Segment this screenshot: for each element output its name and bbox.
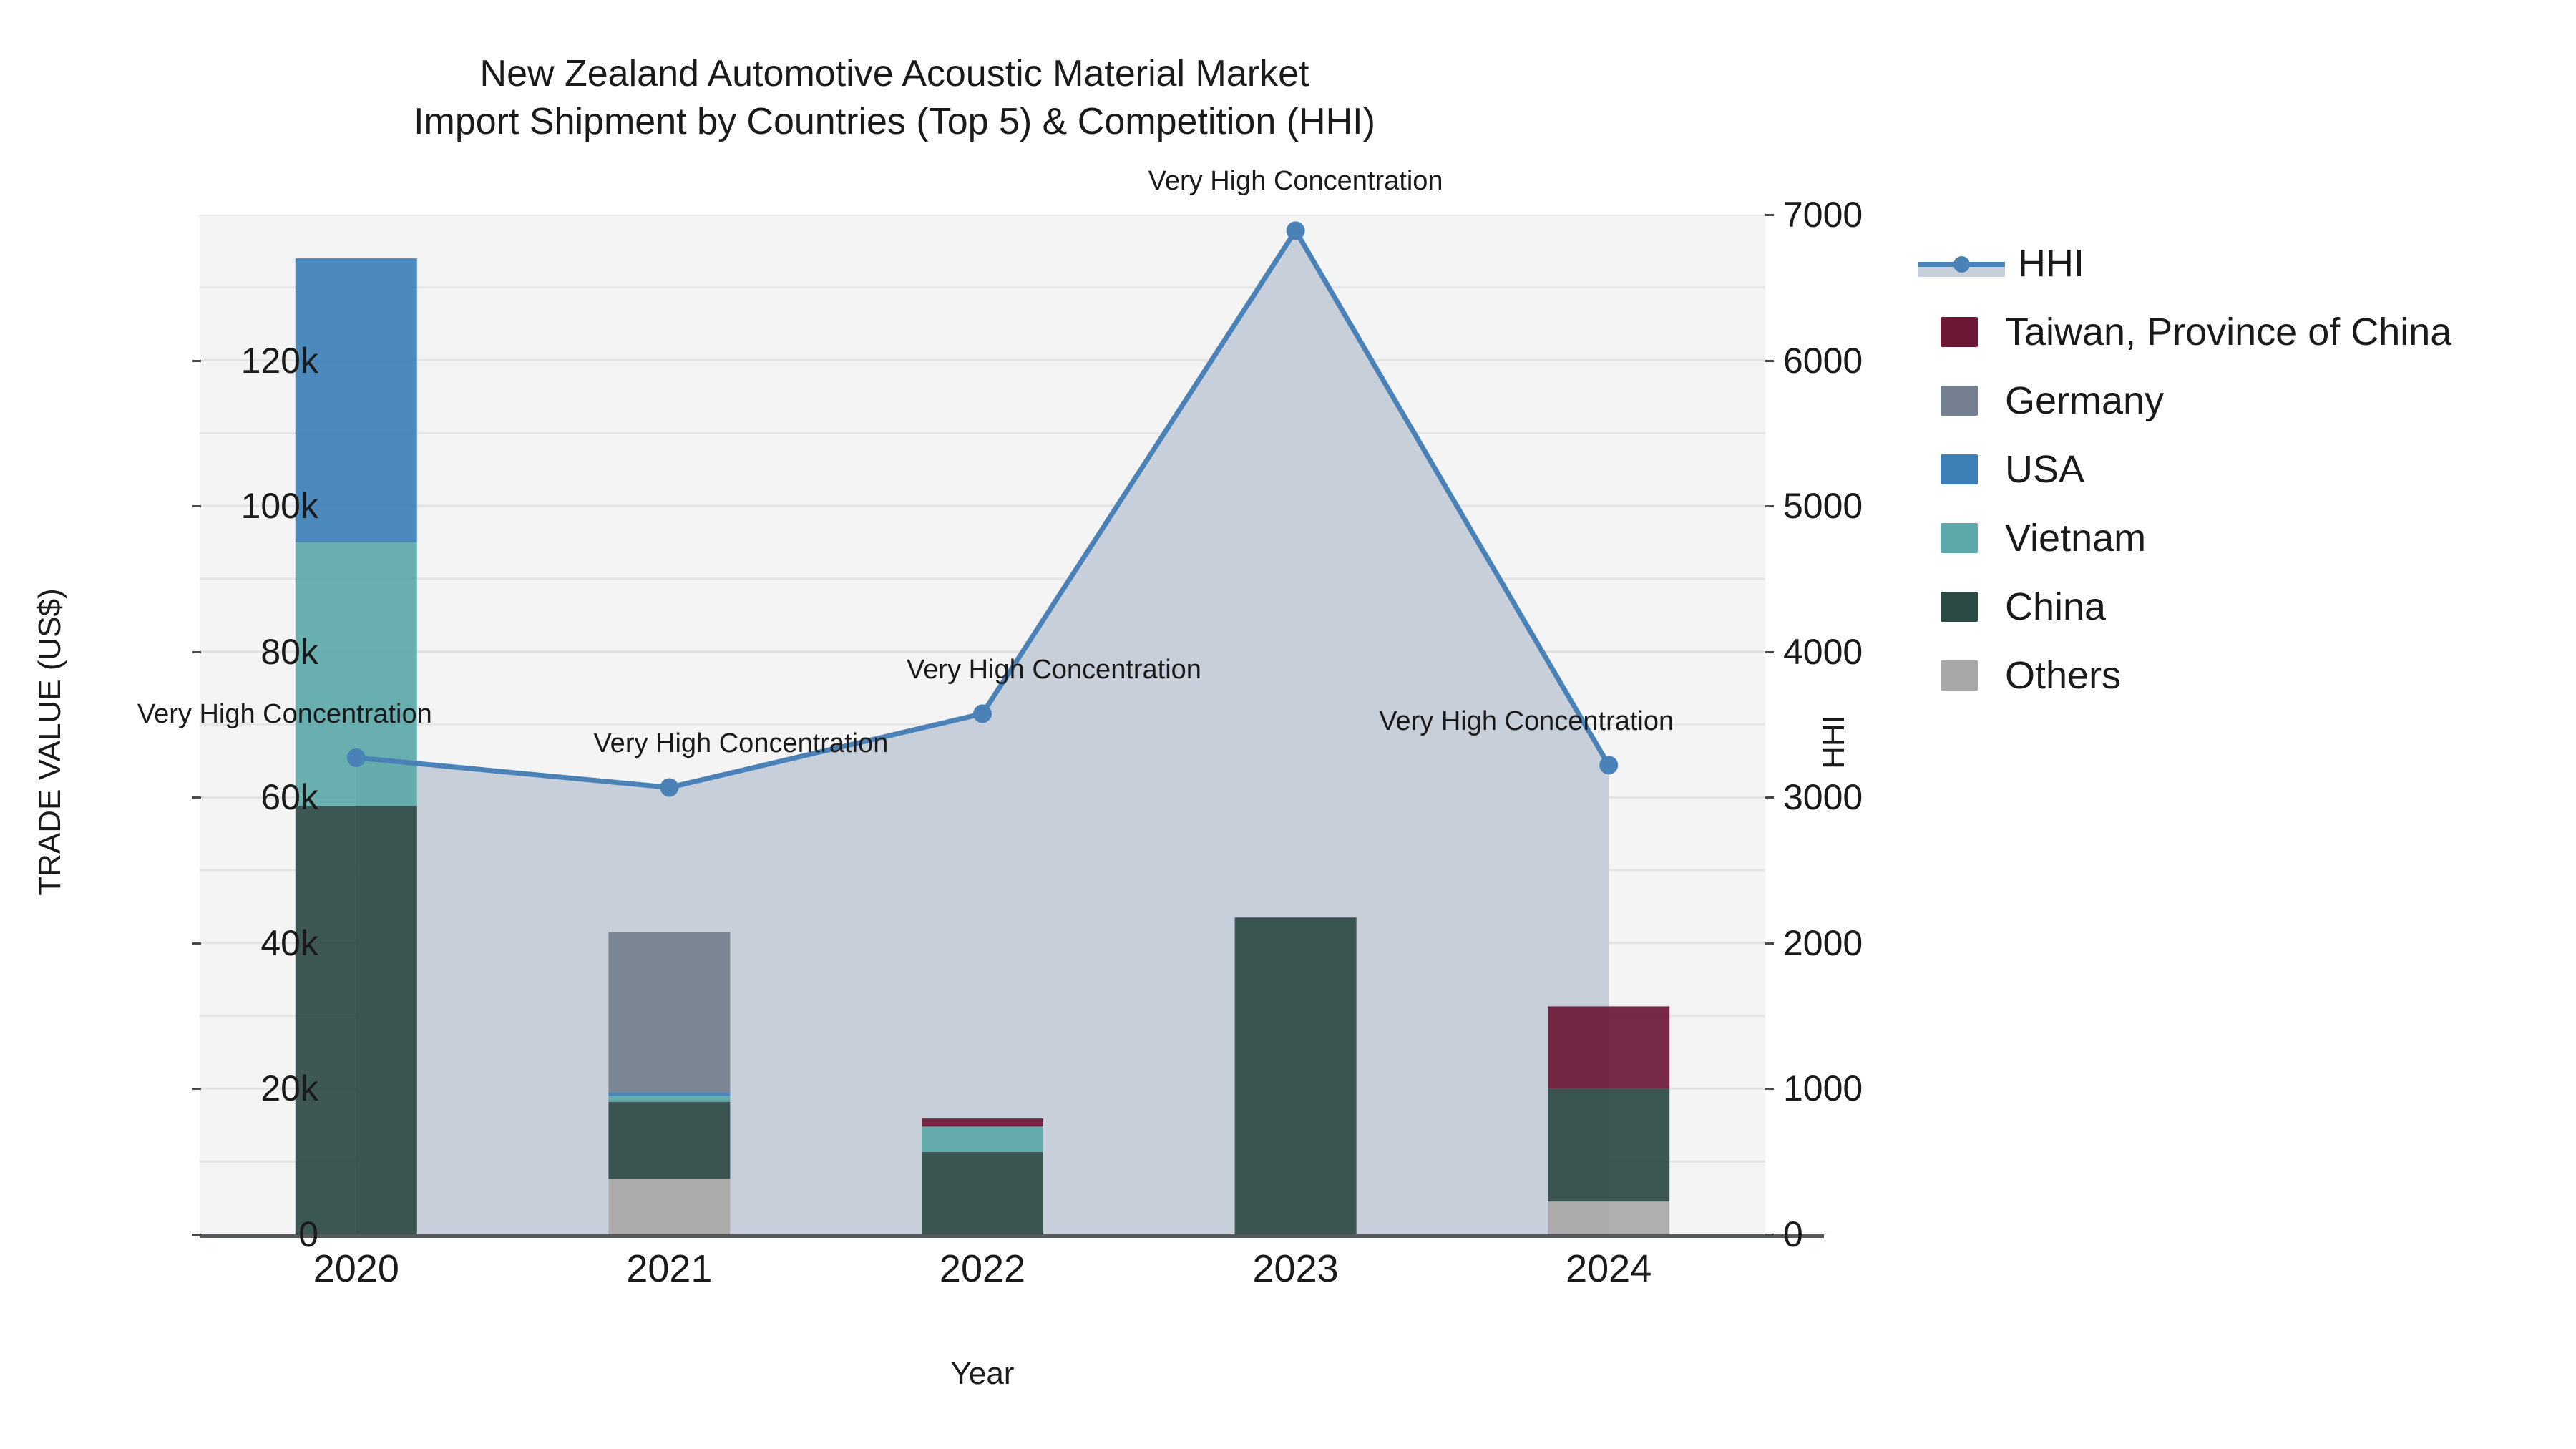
legend-item-vietnam[interactable]: Vietnam [1918,504,2562,572]
legend-item-usa[interactable]: USA [1918,435,2562,504]
hhi-annotation-label: Very High Concentration [1379,706,1674,737]
legend-item-hhi[interactable]: HHI [1918,229,2562,298]
y-axis-left-label: TRADE VALUE (US$) [32,588,67,896]
y-axis-right-tick-label: 2000 [1783,922,1863,963]
legend-item-label: China [2005,585,2107,628]
legend-item-label: USA [2005,448,2085,491]
y-axis-right-tick-label: 7000 [1783,195,1863,235]
legend-item-label: Taiwan, Province of China [2005,311,2452,353]
bar-segment [1548,1088,1670,1202]
y-axis-right-tick-label: 6000 [1783,340,1863,381]
y-axis-right-tick-mark [1765,359,1774,362]
hhi-data-point [1286,221,1305,240]
y-axis-left-tick-mark [192,505,201,508]
y-axis-right-tick-mark [1765,942,1774,945]
bar-segment [608,932,731,1093]
legend-item-label: Vietnam [2005,517,2147,560]
x-axis-tick-label: 2023 [1252,1247,1339,1290]
legend-item-china[interactable]: China [1918,572,2562,641]
chart-title: New Zealand Automotive Acoustic Material… [0,50,1789,145]
y-axis-right-tick-mark [1765,1234,1774,1236]
plot-area [200,215,1765,1234]
y-axis-left-tick-label: 120k [240,340,318,381]
hhi-annotation-label: Very High Concentration [137,698,432,729]
y-axis-left-tick-label: 80k [260,631,318,672]
y-axis-right-tick-mark [1765,505,1774,508]
bar-stack [922,1118,1043,1234]
y-axis-right-tick-mark [1765,214,1774,216]
legend-item-label: HHI [2018,242,2084,285]
bar-segment [295,258,417,543]
y-axis-left-tick-mark [192,1234,201,1236]
legend-color-swatch [1941,660,1978,691]
legend-color-swatch [1941,317,1978,347]
y-axis-right-tick-label: 5000 [1783,486,1863,527]
x-axis-tick-label: 2024 [1566,1247,1652,1290]
x-axis-tick-label: 2020 [313,1247,399,1290]
x-axis-tick-label: 2022 [939,1247,1026,1290]
bar-segment [608,1092,731,1096]
hhi-data-point [1599,756,1619,775]
legend-line-dot [1953,256,1970,273]
bar-stack [1234,917,1357,1234]
y-axis-right-tick-mark [1765,650,1774,653]
y-axis-left-tick-label: 20k [260,1068,318,1109]
hhi-data-point [346,748,366,767]
chart-legend: HHI Taiwan, Province of China Germany USA Vi… [1918,229,2562,710]
bar-stack [608,932,731,1234]
y-axis-right-tick-label: 3000 [1783,777,1863,818]
bar-segment [1548,1006,1670,1089]
legend-color-swatch [1941,386,1978,416]
bar-segment [1548,1201,1670,1234]
bar-segment [608,1101,731,1179]
hhi-data-point [973,704,992,723]
plot-canvas [200,215,1765,1234]
legend-item-taiwan-province-of-china[interactable]: Taiwan, Province of China [1918,298,2562,366]
x-axis-line [200,1234,1824,1238]
x-axis-label: Year [950,1356,1015,1391]
legend-color-swatch [1941,454,1978,484]
chart-title-line-2: Import Shipment by Countries (Top 5) & C… [414,100,1375,142]
y-axis-left-tick-mark [192,1088,201,1091]
hhi-data-point [660,778,679,797]
bar-segment [608,1096,731,1102]
y-axis-right-label: HHI [1816,715,1851,769]
y-axis-left-tick-mark [192,650,201,653]
y-axis-left-tick-mark [192,796,201,799]
y-axis-left-tick-label: 60k [260,777,318,818]
bar-stack [1548,1006,1670,1234]
y-axis-right-tick-label: 1000 [1783,1068,1863,1109]
y-axis-right-tick-label: 4000 [1783,631,1863,672]
chart-title-line-1: New Zealand Automotive Acoustic Material… [479,53,1309,94]
bar-segment [922,1151,1043,1234]
y-axis-left-tick-label: 0 [298,1214,318,1254]
y-axis-left-tick-mark [192,942,201,945]
y-axis-right-tick-label: 0 [1783,1214,1803,1254]
legend-item-others[interactable]: Others [1918,641,2562,710]
x-axis-tick-label: 2021 [626,1247,713,1290]
legend-line-marker-icon [1918,248,2005,278]
bar-segment [922,1118,1043,1127]
hhi-annotation-label: Very High Concentration [907,655,1201,686]
bar-segment [1234,917,1357,1234]
hhi-annotation-label: Very High Concentration [1148,166,1443,197]
bar-segment [608,1179,731,1234]
legend-color-swatch [1941,592,1978,622]
legend-item-label: Germany [2005,379,2165,422]
y-axis-left-tick-label: 100k [240,486,318,527]
y-axis-right-tick-mark [1765,1088,1774,1091]
bar-segment [922,1126,1043,1152]
hhi-annotation-label: Very High Concentration [593,728,889,759]
y-axis-left-tick-mark [192,359,201,362]
legend-item-label: Others [2005,654,2122,697]
bar-stack [295,258,417,1234]
bar-segment [295,806,417,1234]
legend-color-swatch [1941,523,1978,553]
y-axis-right-tick-mark [1765,796,1774,799]
y-axis-left-tick-label: 40k [260,922,318,963]
legend-item-germany[interactable]: Germany [1918,366,2562,435]
